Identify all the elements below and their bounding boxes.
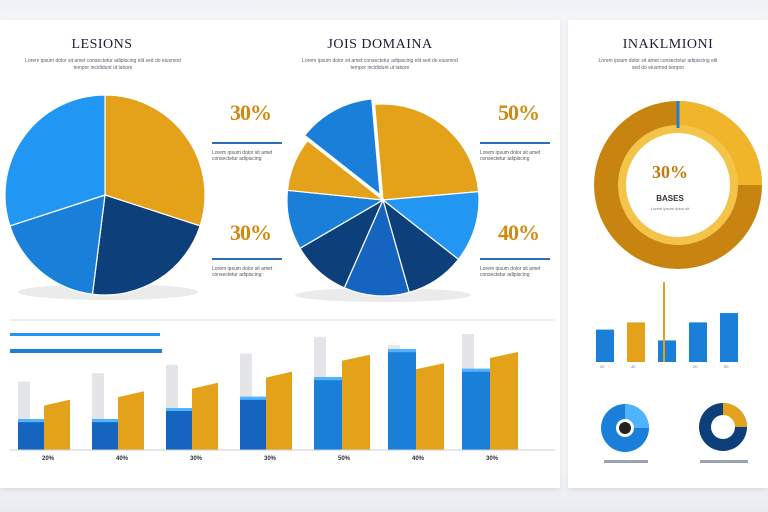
middle-subtitle: Lorem ipsum dolor sit amet consectetur a…	[302, 58, 458, 71]
mini-donut-1-caption	[604, 460, 648, 463]
pie-2-slice-8	[303, 98, 381, 197]
pie-1-slice-4	[4, 94, 106, 227]
ring-label: BASES	[656, 194, 684, 203]
bar-top-7	[462, 368, 490, 372]
right-bar-2	[627, 322, 645, 362]
bar-series2-6	[416, 363, 444, 450]
bar-backplate-7	[462, 334, 474, 369]
right-bar-label-2: 40	[631, 364, 636, 369]
left-subtitle: Lorem ipsum dolor sit amet consectetur a…	[25, 58, 181, 71]
bar-backplate-2	[92, 373, 104, 420]
bar-label-2: 40%	[116, 456, 129, 462]
bar-label-4: 30%	[264, 456, 277, 462]
bar-label-3: 30%	[190, 456, 203, 462]
ring-sublabel: Lorem ipsum dolor sit	[650, 206, 690, 211]
right-bar-label-5: 50	[724, 364, 729, 369]
kpi-value-3: 50%	[498, 100, 540, 125]
bar-series2-5	[342, 354, 370, 450]
ring-value: 30%	[652, 162, 688, 182]
kpi-caption-2: Lorem ipsum dolor sit amet consectetur a…	[212, 266, 273, 278]
bar-backplate-5	[314, 336, 326, 378]
bar-top-4	[240, 396, 266, 400]
pie-2-slice-4	[343, 198, 410, 297]
bar-series1-3	[166, 408, 192, 450]
bar-series1-1	[18, 419, 44, 450]
pie-2-slice-1	[373, 103, 480, 201]
right-bar-4	[689, 322, 707, 362]
bar-series1-7	[462, 368, 490, 450]
bar-series2-4	[266, 371, 292, 450]
mini-donut-1-core	[619, 422, 631, 434]
middle-title: JOIS DOMAINA	[327, 37, 433, 52]
legend-line-2	[10, 349, 162, 353]
bar-series2-1	[44, 399, 70, 450]
bar-label-6: 40%	[412, 456, 425, 462]
bar-series1-5	[314, 377, 342, 450]
kpi-value-4: 40%	[498, 220, 540, 245]
kpi-caption-3: Lorem ipsum dolor sit amet consectetur a…	[480, 150, 541, 162]
ring-inner	[626, 133, 730, 237]
kpi-divider-2	[212, 258, 282, 260]
right-bar-5	[720, 313, 738, 362]
legend-line-1	[10, 333, 160, 336]
bar-top-2	[92, 419, 118, 423]
bar-series2-3	[192, 382, 218, 450]
bar-series2-7	[490, 352, 518, 450]
mini-donut-2-caption	[700, 460, 748, 463]
kpi-divider-1	[212, 142, 282, 144]
bar-top-3	[166, 408, 192, 411]
bar-label-5: 50%	[338, 456, 351, 462]
bar-series1-4	[240, 396, 266, 450]
kpi-divider-4	[480, 258, 550, 260]
bar-series1-2	[92, 419, 118, 450]
pie-2-slice-7	[286, 139, 385, 201]
right-title: INAKLMIONI	[622, 37, 714, 52]
mini-donut-2-hole	[711, 415, 735, 439]
left-title: LESIONS	[71, 37, 133, 52]
pie-1-slice-2	[91, 194, 201, 296]
bar-top-5	[314, 377, 342, 381]
pie-1-slice-3	[9, 194, 106, 295]
right-bar-1	[596, 329, 614, 362]
bar-label-1: 20%	[42, 456, 55, 462]
pie-1-slice-1	[104, 94, 206, 227]
bar-backplate-3	[166, 364, 178, 408]
pie-2-slice-2	[381, 190, 480, 261]
kpi-divider-3	[480, 142, 550, 144]
right-bar-label-1: 20	[600, 364, 605, 369]
bar-top-1	[18, 419, 44, 423]
bar-backplate-6	[388, 345, 400, 350]
bar-backplate-1	[18, 381, 30, 420]
right-bar-3	[658, 340, 676, 362]
bar-series1-6	[388, 349, 416, 450]
bar-series2-2	[118, 391, 144, 450]
kpi-value-2: 30%	[230, 220, 272, 245]
right-subtitle: Lorem ipsum dolor sit amet consectetur a…	[598, 58, 718, 71]
kpi-caption-1: Lorem ipsum dolor sit amet consectetur a…	[212, 150, 273, 162]
kpi-caption-4: Lorem ipsum dolor sit amet consectetur a…	[480, 266, 541, 278]
right-bar-label-4: 20	[693, 364, 698, 369]
bar-top-6	[388, 349, 416, 353]
bar-label-7: 30%	[486, 456, 499, 462]
kpi-value-1: 30%	[230, 100, 272, 125]
bar-backplate-4	[240, 353, 252, 397]
